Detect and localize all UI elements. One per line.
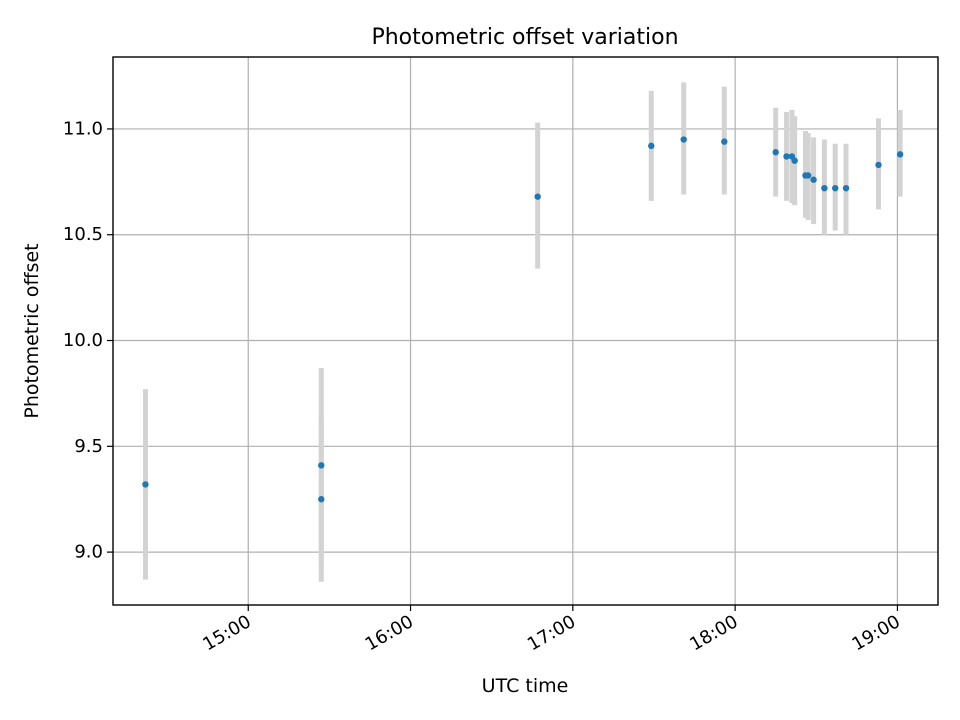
data-point (804, 172, 812, 179)
y-axis-label: Photometric offset (21, 243, 43, 418)
x-tick-label: 19:00 (849, 611, 904, 655)
data-point (534, 193, 541, 200)
data-point (318, 496, 325, 503)
data-point (791, 157, 798, 164)
data-point (680, 136, 687, 143)
y-tick-label: 11.0 (63, 118, 103, 139)
x-tick-label: 16:00 (362, 611, 417, 655)
data-point (142, 481, 149, 488)
tick-labels: 15:00 16:00 17:00 18:00 19:00 9.0 9.5 10.0 10.5 1… (63, 118, 904, 655)
chart-title: Photometric offset variation (371, 25, 678, 50)
y-tick-label: 9.5 (74, 436, 103, 457)
data-points (142, 136, 904, 503)
plot-frame (112, 56, 939, 606)
x-tick-label: 15:00 (199, 611, 254, 655)
data-point (783, 153, 790, 160)
data-point (842, 184, 850, 192)
x-tick-label: 17:00 (524, 611, 579, 655)
data-point (896, 151, 904, 158)
data-point (875, 161, 882, 169)
data-point (648, 142, 655, 150)
x-axis-label: UTC time (482, 675, 569, 697)
data-point (810, 176, 817, 183)
y-tick-label: 10.5 (63, 224, 103, 245)
x-tick-label: 18:00 (686, 611, 741, 655)
data-point (772, 149, 779, 156)
data-point (832, 184, 839, 192)
axis-ticks (107, 128, 899, 611)
grid-lines (113, 57, 938, 605)
data-point (821, 184, 828, 192)
data-point (721, 138, 728, 145)
data-point (318, 462, 325, 469)
y-tick-label: 10.0 (63, 330, 103, 351)
y-tick-label: 9.0 (74, 542, 103, 563)
